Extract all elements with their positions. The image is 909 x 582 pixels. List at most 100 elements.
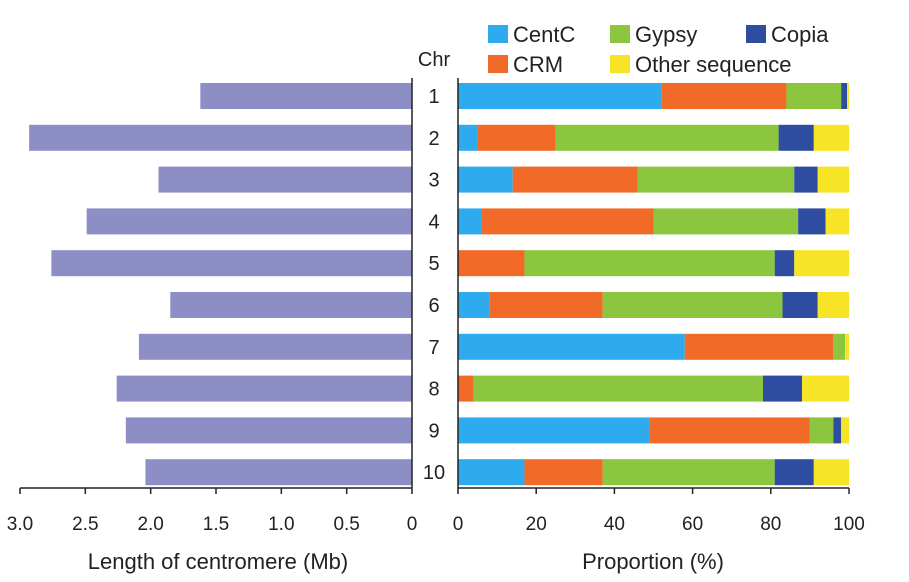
proportion-tick-label: 100: [833, 514, 865, 535]
proportion-tick-label: 0: [453, 514, 464, 535]
chr-label-10: 10: [423, 462, 445, 484]
segment-centc-chr-6: [458, 292, 490, 318]
chr-header: Chr: [418, 49, 451, 71]
chr-labels: 1 2 3 4 5 6 7 8 9 10: [423, 86, 445, 484]
legend-swatch-centc: [488, 25, 508, 43]
chr-label-5: 5: [428, 253, 439, 275]
segment-other-sequence-chr-7: [845, 333, 849, 360]
segment-crm-chr-2: [477, 124, 556, 151]
legend-swatch-copia: [746, 25, 766, 43]
segment-gypsy-chr-10: [602, 459, 775, 486]
segment-other-sequence-chr-4: [825, 208, 849, 235]
chr-label-8: 8: [428, 379, 439, 401]
segment-copia-chr-10: [774, 459, 814, 486]
proportion-tick-label: 40: [604, 514, 625, 535]
proportion-axis-title: Proportion (%): [582, 549, 724, 574]
chr-label-3: 3: [428, 170, 439, 192]
length-bar-chr-6: [170, 292, 412, 318]
length-tick-label: 0: [407, 514, 418, 535]
length-tick-label: 2.5: [72, 514, 98, 535]
segment-centc-chr-3: [458, 166, 513, 193]
length-tick-label: 1.5: [203, 514, 229, 535]
length-bar-chr-1: [200, 83, 412, 109]
chr-label-4: 4: [428, 211, 439, 233]
segment-copia-chr-1: [841, 83, 848, 109]
chr-label-1: 1: [428, 86, 439, 108]
chr-label-9: 9: [428, 420, 439, 442]
segment-crm-chr-3: [512, 166, 638, 193]
segment-other-sequence-chr-10: [813, 459, 849, 486]
segment-other-sequence-chr-8: [802, 375, 849, 402]
segment-crm-chr-7: [684, 333, 834, 360]
legend-label-crm: CRM: [513, 52, 563, 77]
segment-gypsy-chr-6: [602, 292, 783, 318]
length-tick-label: 2.0: [137, 514, 163, 535]
segment-other-sequence-chr-2: [813, 124, 849, 151]
segment-crm-chr-8: [458, 375, 474, 402]
segment-other-sequence-chr-1: [847, 83, 849, 109]
proportion-tick-label: 20: [526, 514, 547, 535]
proportion-tick-label: 60: [682, 514, 703, 535]
segment-gypsy-chr-7: [833, 333, 846, 360]
segment-centc-chr-4: [458, 208, 482, 235]
length-bar-chr-2: [29, 124, 412, 151]
segment-other-sequence-chr-3: [817, 166, 849, 193]
length-tick-label: 3.0: [7, 514, 33, 535]
legend-swatch-other-sequence: [610, 55, 630, 73]
proportion-tick-label: 80: [760, 514, 781, 535]
segment-crm-chr-6: [489, 292, 603, 318]
segment-centc-chr-9: [458, 417, 650, 444]
legend: CentC CRM Gypsy Copia Other sequence: [488, 22, 829, 77]
segment-gypsy-chr-2: [555, 124, 779, 151]
length-bar-chr-9: [125, 417, 412, 444]
segment-copia-chr-6: [782, 292, 818, 318]
segment-centc-chr-7: [458, 333, 685, 360]
segment-copia-chr-9: [833, 417, 842, 444]
length-bars: [29, 83, 413, 486]
segment-centc-chr-10: [458, 459, 525, 486]
segment-crm-chr-10: [524, 459, 603, 486]
length-axis-title: Length of centromere (Mb): [88, 549, 348, 574]
proportion-axis: 0 20 40 60 80 100 Proportion (%): [453, 78, 865, 574]
segment-copia-chr-2: [778, 124, 814, 151]
legend-swatch-crm: [488, 55, 508, 73]
chr-label-2: 2: [428, 128, 439, 150]
segment-gypsy-chr-3: [637, 166, 795, 193]
proportion-ticks: 0 20 40 60 80 100: [453, 488, 865, 535]
legend-swatch-gypsy: [610, 25, 630, 43]
length-tick-label: 0.5: [333, 514, 359, 535]
chr-label-7: 7: [428, 337, 439, 359]
legend-label-other-sequence: Other sequence: [635, 52, 792, 77]
segment-gypsy-chr-9: [809, 417, 834, 444]
length-bar-chr-7: [138, 333, 412, 360]
length-tick-label: 1.0: [268, 514, 294, 535]
segment-other-sequence-chr-6: [817, 292, 849, 318]
chr-label-6: 6: [428, 295, 439, 317]
segment-crm-chr-9: [649, 417, 810, 444]
legend-label-gypsy: Gypsy: [635, 22, 697, 47]
segment-centc-chr-1: [458, 83, 662, 109]
length-bar-chr-3: [158, 166, 412, 193]
segment-gypsy-chr-8: [473, 375, 763, 402]
segment-other-sequence-chr-9: [841, 417, 849, 444]
length-ticks: 3.0 2.5 2.0 1.5 1.0 0.5 0: [7, 488, 418, 535]
legend-label-centc: CentC: [513, 22, 575, 47]
segment-other-sequence-chr-5: [794, 250, 849, 277]
legend-label-copia: Copia: [771, 22, 829, 47]
segment-crm-chr-4: [481, 208, 654, 235]
segment-crm-chr-1: [661, 83, 787, 109]
segment-copia-chr-5: [774, 250, 795, 277]
segment-gypsy-chr-4: [653, 208, 799, 235]
proportion-bars: [458, 83, 849, 486]
segment-centc-chr-2: [458, 124, 478, 151]
length-axis: 3.0 2.5 2.0 1.5 1.0 0.5 0 Length of centromere…: [7, 78, 418, 574]
length-bar-chr-10: [145, 459, 412, 486]
segment-copia-chr-3: [794, 166, 818, 193]
segment-gypsy-chr-1: [786, 83, 842, 109]
length-bar-chr-5: [51, 250, 413, 277]
segment-copia-chr-8: [762, 375, 803, 402]
length-bar-chr-8: [116, 375, 413, 402]
length-bar-chr-4: [86, 208, 412, 235]
segment-gypsy-chr-5: [524, 250, 775, 277]
